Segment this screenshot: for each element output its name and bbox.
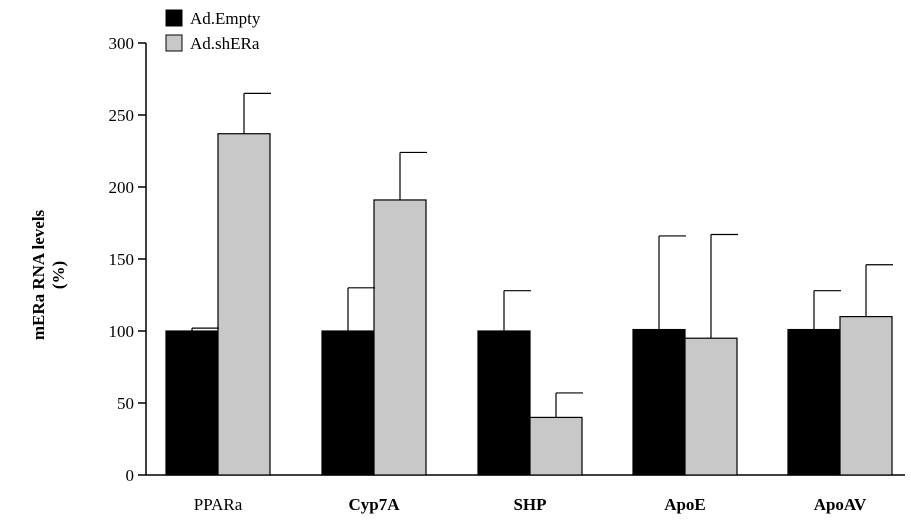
y-tick-label: 150 (109, 250, 135, 269)
y-axis-unit-label: (%) (49, 261, 68, 289)
bar-ad-shera (529, 416, 583, 476)
y-tick-label: 0 (126, 466, 135, 485)
bar-ad-shera (684, 337, 738, 476)
x-tick-label: PPARa (194, 495, 243, 514)
y-tick-label: 250 (109, 106, 135, 125)
y-tick-label: 100 (109, 322, 135, 341)
legend-swatch (165, 34, 183, 52)
y-tick-label: 300 (109, 34, 135, 53)
legend-swatch (165, 9, 183, 27)
y-tick-label: 50 (117, 394, 134, 413)
x-tick-label: ApoAV (814, 495, 867, 514)
bar-ad-shera (373, 199, 427, 476)
y-tick-label: 200 (109, 178, 135, 197)
legend-label: Ad.Empty (190, 9, 261, 28)
bar-ad-empty (632, 328, 686, 476)
x-tick-label: SHP (513, 495, 546, 514)
bar-ad-empty (477, 330, 531, 476)
y-axis-label: mERa RNA levels (29, 209, 48, 340)
bar-ad-empty (165, 330, 219, 476)
bar-ad-shera (217, 133, 271, 476)
tick-labels: 0 50 100 150 200 250 300 PPARa Cyp7A SHP ApoE ApoAV (109, 34, 868, 514)
x-tick-label: ApoE (664, 495, 706, 514)
x-tick-label: Cyp7A (348, 495, 400, 514)
error-bars (191, 92, 893, 418)
bars (165, 133, 893, 476)
bar-ad-empty (321, 330, 375, 476)
legend: Ad.Empty Ad.shERa (165, 9, 261, 53)
bar-ad-shera (839, 316, 893, 476)
bar-ad-empty (787, 328, 841, 476)
legend-label: Ad.shERa (190, 34, 260, 53)
